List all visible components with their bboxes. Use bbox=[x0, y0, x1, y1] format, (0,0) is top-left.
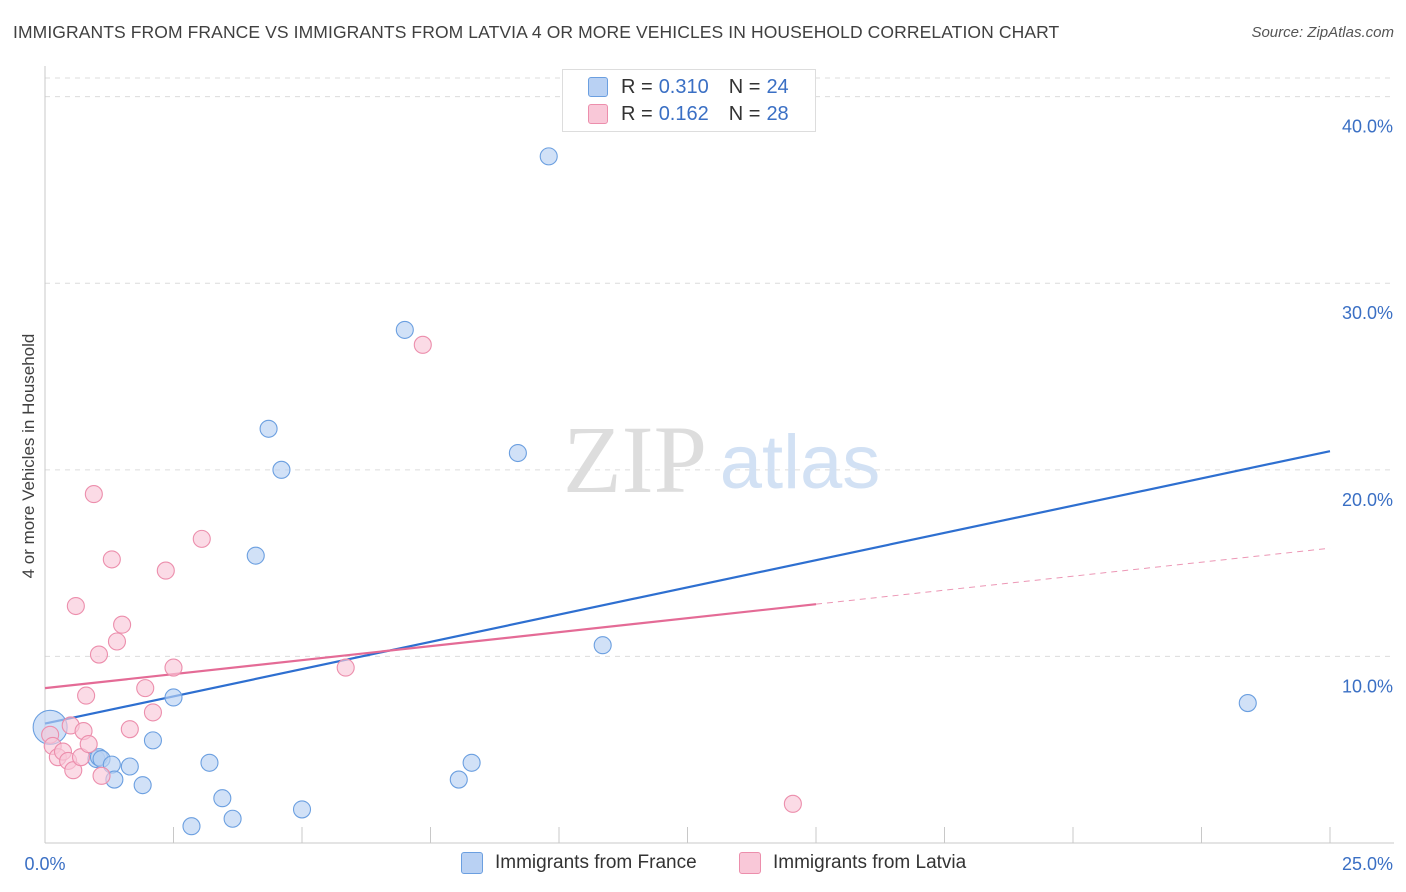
chart-title: IMMIGRANTS FROM FRANCE VS IMMIGRANTS FRO… bbox=[13, 22, 1060, 42]
latvia-point bbox=[79, 735, 98, 754]
latvia-point bbox=[336, 658, 355, 677]
france-n-label: N = bbox=[728, 75, 761, 98]
latvia-point bbox=[143, 703, 162, 722]
france-point bbox=[259, 419, 278, 438]
france-r-label: R = bbox=[621, 75, 653, 98]
latvia-n-label: N = bbox=[728, 102, 761, 125]
latvia-point bbox=[783, 794, 802, 813]
france-point bbox=[200, 753, 219, 772]
grid-layer bbox=[45, 77, 1394, 657]
correlation-legend: R = 0.310 N = 24 R = 0.162 N = 28 bbox=[562, 69, 816, 132]
latvia-r-label: R = bbox=[621, 102, 653, 125]
legend-latvia-label: Immigrants from Latvia bbox=[773, 852, 967, 873]
latvia-point bbox=[136, 679, 155, 698]
france-trend-line bbox=[44, 450, 1331, 725]
latvia-point bbox=[89, 645, 109, 664]
latvia-swatch bbox=[588, 104, 608, 124]
france-point bbox=[593, 636, 612, 655]
latvia-n-value: 28 bbox=[766, 102, 789, 125]
france-point bbox=[539, 147, 558, 166]
latvia-point bbox=[120, 720, 139, 739]
france-point bbox=[395, 320, 414, 339]
france-point bbox=[182, 817, 201, 836]
france-point bbox=[164, 688, 183, 707]
latvia-point bbox=[92, 766, 111, 785]
latvia-point bbox=[413, 335, 432, 354]
latvia-trend-line bbox=[44, 603, 817, 690]
watermark-atlas: atlas bbox=[720, 420, 881, 505]
legend-item-latvia: Immigrants from Latvia bbox=[739, 851, 966, 875]
latvia-point bbox=[113, 615, 132, 634]
latvia-r-value: 0.162 bbox=[658, 102, 709, 125]
latvia-point bbox=[77, 686, 96, 705]
france-r-value: 0.310 bbox=[658, 75, 709, 98]
y-tick-label: 30.0% bbox=[1342, 303, 1393, 323]
source-credit: Source: ZipAtlas.com bbox=[1251, 24, 1394, 41]
france-point bbox=[508, 443, 527, 463]
watermark-zip: ZIP bbox=[563, 406, 707, 513]
axis-layer: 10.0% 20.0% 30.0% 40.0% 0.0% 25.0% bbox=[24, 66, 1394, 874]
latvia-point bbox=[156, 561, 175, 580]
latvia-trend-extension bbox=[815, 547, 1331, 605]
latvia-point bbox=[84, 485, 103, 504]
france-point bbox=[246, 546, 265, 565]
y-tick-label: 40.0% bbox=[1342, 117, 1393, 137]
legend-latvia-swatch bbox=[739, 852, 761, 874]
france-point bbox=[292, 800, 312, 819]
watermark: ZIP atlas bbox=[563, 406, 880, 513]
france-point bbox=[223, 809, 242, 828]
y-axis-label: 4 or more Vehicles in Household bbox=[19, 334, 38, 579]
latvia-point bbox=[164, 658, 183, 677]
france-point bbox=[449, 770, 468, 789]
latvia-point bbox=[192, 529, 211, 548]
latvia-point bbox=[107, 632, 127, 651]
latvia-point bbox=[66, 596, 85, 616]
legend-row-france: R = 0.310 N = 24 bbox=[588, 75, 789, 99]
y-tick-label: 20.0% bbox=[1342, 490, 1393, 510]
y-tick-label: 10.0% bbox=[1342, 676, 1393, 696]
points-layer bbox=[32, 147, 1257, 836]
legend-row-latvia: R = 0.162 N = 28 bbox=[588, 102, 789, 126]
france-point bbox=[272, 460, 291, 479]
france-swatch bbox=[588, 77, 608, 97]
legend-france-label: Immigrants from France bbox=[495, 852, 697, 873]
x-tick-label: 0.0% bbox=[24, 854, 65, 874]
legend-france-swatch bbox=[461, 852, 483, 874]
france-point bbox=[133, 776, 152, 795]
france-point bbox=[1238, 694, 1257, 713]
x-tick-label: 25.0% bbox=[1342, 854, 1393, 874]
latvia-point bbox=[102, 550, 121, 569]
france-point bbox=[120, 757, 139, 776]
france-n-value: 24 bbox=[766, 75, 789, 98]
france-point bbox=[462, 753, 481, 772]
legend-item-france: Immigrants from France bbox=[461, 851, 697, 875]
france-point bbox=[143, 731, 162, 750]
france-point bbox=[213, 789, 232, 808]
